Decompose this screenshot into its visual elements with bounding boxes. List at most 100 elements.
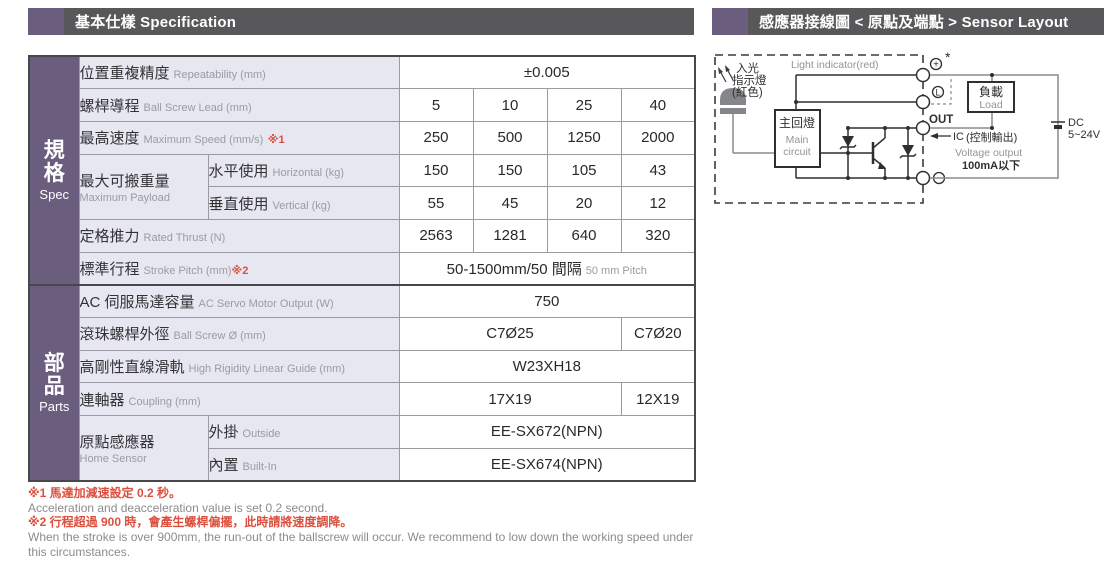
terminal-circles xyxy=(915,67,931,186)
value-coupling-b: 12X19 xyxy=(620,382,696,417)
table-row: 垂直使用 Vertical (kg) 55 45 20 12 xyxy=(29,186,696,220)
value-home-builtin: EE-SX674(NPN) xyxy=(398,447,696,482)
main-circuit-en-1: Main xyxy=(786,134,809,146)
section-label-en: Parts xyxy=(39,398,70,414)
svg-text:L: L xyxy=(935,88,940,98)
svg-text:−: − xyxy=(936,174,942,185)
sensor-layout-header: 感應器接線圖 < 原點及端點 > Sensor Layout xyxy=(712,8,1104,35)
value-vertical-3: 20 xyxy=(546,186,622,220)
voltage-output-label: Voltage output xyxy=(955,147,1022,159)
load-label-zh: 負載 xyxy=(979,85,1003,99)
internal-wiring xyxy=(794,74,917,179)
value-coupling-a: 17X19 xyxy=(398,382,622,417)
plus-terminal-icon: + * xyxy=(929,52,951,71)
control-output-label: (控制輸出) xyxy=(966,130,1017,144)
footnote-1-en: Acceleration and deacceleration value is… xyxy=(28,500,328,515)
sensor-enclosure-box xyxy=(714,54,924,204)
zener-diode-icon xyxy=(839,126,857,180)
value-lead-1: 5 xyxy=(398,88,474,122)
value-vertical-1: 55 xyxy=(398,186,474,220)
value-home-outside: EE-SX672(NPN) xyxy=(398,415,696,449)
light-label-en: Light indicator(red) xyxy=(791,59,879,71)
footnote-2-en: When the stroke is over 900mm, the run-o… xyxy=(28,529,694,559)
value-horizontal-4: 43 xyxy=(620,153,696,188)
table-row: 螺桿導程 Ball Screw Lead (mm) 5 10 25 40 xyxy=(29,88,696,122)
value-thrust-2: 1281 xyxy=(472,218,548,253)
value-horizontal-2: 150 xyxy=(472,153,548,188)
table-row: 最高速度 Maximum Speed (mm/s) ※1 250 500 1250… xyxy=(29,120,696,155)
row-label-rated-thrust: 定格推力 Rated Thrust (N) xyxy=(78,218,400,253)
svg-text:+: + xyxy=(933,60,939,71)
table-row: 滾珠螺桿外徑 Ball Screw Ø (mm) C7Ø25 C7Ø20 xyxy=(29,317,696,351)
sensor-layout-header-title: 感應器接線圖 < 原點及端點 > Sensor Layout xyxy=(748,8,1104,35)
table-row: 高剛性直線滑軌 High Rigidity Linear Guide (mm) W… xyxy=(29,349,696,384)
footnote-2-zh: ※2 行程超過 900 時，會產生螺桿偏擺，此時請將速度調降。 xyxy=(28,515,353,530)
row-label-vertical: 垂直使用 Vertical (kg) xyxy=(207,186,400,220)
table-row: 最大可搬重量 Maximum Payload 水平使用 Horizontal (kg… xyxy=(29,153,696,220)
value-stroke-pitch: 50-1500mm/50 間隔 50 mm Pitch xyxy=(398,251,696,286)
table-row: 標準行程 Stroke Pitch (mm)※2 50-1500mm/50 間隔 5… xyxy=(29,251,696,286)
specification-header-title: 基本仕樣 Specification xyxy=(64,8,694,35)
row-label-coupling: 連軸器 Coupling (mm) xyxy=(78,382,400,417)
led-indicator-icon xyxy=(720,88,775,154)
value-speed-4: 2000 xyxy=(620,120,696,155)
transistor-icon xyxy=(871,126,887,180)
main-circuit-en-2: circuit xyxy=(783,146,811,158)
zener-diode-icon xyxy=(899,126,917,180)
value-servo-output: 750 xyxy=(398,283,696,318)
light-arrows-icon xyxy=(718,65,734,83)
dc-label: DC xyxy=(1068,117,1084,129)
table-row: 定格推力 Rated Thrust (N) 2563 1281 640 320 xyxy=(29,218,696,253)
header-accent-square xyxy=(28,8,64,35)
value-thrust-1: 2563 xyxy=(398,218,474,253)
l-terminal-icon: L xyxy=(931,78,952,105)
current-limit-label: 100mA以下 xyxy=(962,159,1020,172)
row-label-max-speed: 最高速度 Maximum Speed (mm/s) ※1 xyxy=(78,120,400,155)
row-label-max-payload: 最大可搬重量 Maximum Payload xyxy=(78,153,209,220)
table-row: 規格 Spec 位置重複精度 Repeatability (mm) ±0.005 xyxy=(28,55,696,286)
value-horizontal-3: 105 xyxy=(546,153,622,188)
table-row: 內置 Built-In EE-SX674(NPN) xyxy=(29,447,696,482)
main-circuit-box xyxy=(774,109,821,168)
row-label-repeatability: 位置重複精度 Repeatability (mm) xyxy=(78,55,400,90)
row-label-ball-screw-od: 滾珠螺桿外徑 Ball Screw Ø (mm) xyxy=(78,317,400,351)
load-label-en: Load xyxy=(979,99,1003,111)
light-label-zh-2: 指示燈 xyxy=(732,73,767,87)
row-label-stroke-pitch: 標準行程 Stroke Pitch (mm)※2 xyxy=(78,251,400,286)
asterisk-mark: * xyxy=(945,52,951,65)
row-label-servo-output: AC 伺服馬達容量 AC Servo Motor Output (W) xyxy=(78,283,400,318)
section-label-zh: 部品 xyxy=(43,351,65,398)
value-thrust-4: 320 xyxy=(620,218,696,253)
row-label-ball-screw-lead: 螺桿導程 Ball Screw Lead (mm) xyxy=(78,88,400,122)
battery-icon xyxy=(1051,121,1065,129)
value-linear-guide: W23XH18 xyxy=(398,349,696,384)
footnote-ref-2: ※2 xyxy=(231,264,249,277)
load-box xyxy=(967,81,1015,113)
table-row: 連軸器 Coupling (mm) 17X19 12X19 xyxy=(29,382,696,417)
value-vertical-4: 12 xyxy=(620,186,696,220)
row-label-home-outside: 外掛 Outside xyxy=(207,415,400,449)
value-speed-1: 250 xyxy=(398,120,474,155)
row-label-linear-guide: 高剛性直線滑軌 High Rigidity Linear Guide (mm) xyxy=(78,349,400,384)
value-horizontal-1: 150 xyxy=(398,153,474,188)
section-label-parts: 部品 Parts xyxy=(28,283,80,482)
specification-header: 基本仕樣 Specification xyxy=(28,8,694,35)
section-label-en: Spec xyxy=(39,186,70,202)
specification-table: 規格 Spec 位置重複精度 Repeatability (mm) ±0.005 … xyxy=(28,55,697,482)
main-circuit-zh: 主回燈 xyxy=(779,115,815,130)
footnote-1-zh: ※1 馬達加減速設定 0.2 秒。 xyxy=(28,486,182,500)
header-accent-square xyxy=(712,8,748,35)
row-label-home-sensor: 原點感應器 Home Sensor xyxy=(78,415,209,482)
ic-arrow-icon xyxy=(930,133,951,139)
footnote-ref-1: ※1 xyxy=(267,134,285,147)
sensor-wiring-diagram: 入光 指示燈 (紅色) Light indicator(red) 主回燈 Mai… xyxy=(714,52,1101,204)
value-ball-screw-b: C7Ø20 xyxy=(620,317,696,351)
value-lead-3: 25 xyxy=(546,88,622,122)
value-speed-3: 1250 xyxy=(546,120,622,155)
row-label-home-builtin: 內置 Built-In xyxy=(207,447,400,482)
table-row: 原點感應器 Home Sensor 外掛 Outside EE-SX672(NPN) xyxy=(29,415,696,482)
section-label-spec: 規格 Spec xyxy=(28,55,80,286)
light-label-zh-1: 入光 xyxy=(736,61,759,75)
row-label-horizontal: 水平使用 Horizontal (kg) xyxy=(207,153,400,188)
